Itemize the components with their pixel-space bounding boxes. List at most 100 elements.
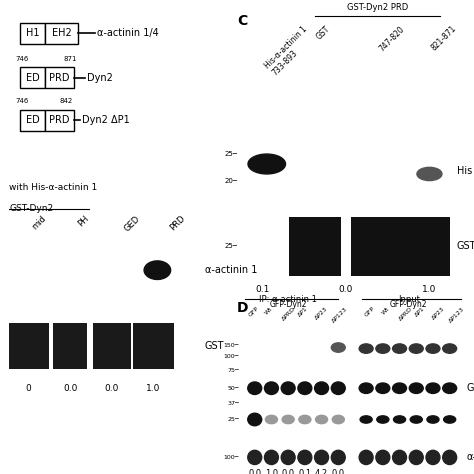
Text: 25─: 25─ (228, 417, 239, 422)
Ellipse shape (248, 450, 262, 465)
Text: ΔPRD: ΔPRD (398, 306, 413, 321)
Text: EH2: EH2 (52, 28, 72, 38)
Ellipse shape (426, 344, 440, 353)
Text: Wt: Wt (264, 306, 273, 315)
Text: 871: 871 (63, 55, 77, 62)
Bar (20, 67, 45, 88)
Ellipse shape (316, 415, 328, 424)
Ellipse shape (376, 383, 390, 393)
Ellipse shape (248, 154, 285, 174)
Text: 0: 0 (26, 384, 31, 393)
Bar (45, 67, 74, 88)
Text: 4.2: 4.2 (315, 470, 328, 474)
Text: GST-Dyn2 PRD: GST-Dyn2 PRD (346, 3, 408, 12)
Text: 746: 746 (15, 98, 29, 104)
Bar (133, 323, 174, 369)
Text: 0.1: 0.1 (298, 470, 311, 474)
Text: ΔP123: ΔP123 (331, 306, 348, 323)
Ellipse shape (443, 450, 456, 465)
Ellipse shape (264, 382, 278, 394)
Ellipse shape (144, 261, 171, 280)
Ellipse shape (359, 450, 373, 465)
Ellipse shape (359, 344, 373, 353)
Text: 0.0: 0.0 (339, 285, 353, 293)
Ellipse shape (444, 416, 456, 423)
Ellipse shape (443, 383, 456, 393)
Ellipse shape (376, 344, 390, 353)
Ellipse shape (332, 415, 344, 424)
Text: α-actinin 1: α-actinin 1 (205, 265, 257, 275)
Text: 746: 746 (15, 55, 29, 62)
Ellipse shape (392, 383, 407, 393)
Ellipse shape (248, 413, 262, 426)
Text: 747-820: 747-820 (377, 24, 406, 53)
Text: mid: mid (30, 214, 48, 232)
Text: 25─: 25─ (225, 151, 237, 157)
Ellipse shape (392, 344, 407, 353)
Ellipse shape (443, 344, 456, 353)
Ellipse shape (299, 415, 311, 424)
Text: ΔP23: ΔP23 (431, 306, 446, 320)
Text: C: C (237, 14, 247, 28)
Ellipse shape (331, 450, 345, 465)
Text: 100─: 100─ (224, 455, 239, 460)
Text: with His-α-actinin 1: with His-α-actinin 1 (9, 182, 98, 191)
Bar (20, 23, 45, 44)
Bar (93, 323, 131, 369)
Ellipse shape (377, 416, 389, 423)
Text: ΔP23: ΔP23 (314, 306, 329, 320)
Ellipse shape (417, 167, 442, 181)
Text: Dyn2: Dyn2 (87, 73, 112, 83)
Ellipse shape (298, 450, 312, 465)
Text: PRD: PRD (49, 73, 70, 83)
Text: 20─: 20─ (225, 178, 237, 183)
Text: 0.1: 0.1 (255, 285, 270, 293)
Bar (403, 217, 456, 276)
Ellipse shape (360, 416, 372, 423)
Text: PH: PH (76, 214, 91, 228)
Ellipse shape (409, 344, 423, 353)
Text: 50─: 50─ (228, 386, 239, 391)
Text: 0.0: 0.0 (248, 470, 261, 474)
Text: PRD: PRD (49, 115, 70, 126)
Text: GST-Dyn2: GST-Dyn2 (9, 204, 54, 212)
Ellipse shape (410, 416, 422, 423)
Text: 1.0: 1.0 (422, 285, 437, 293)
Ellipse shape (315, 450, 328, 465)
Text: ΔP123: ΔP123 (448, 306, 465, 323)
Text: 0.0: 0.0 (332, 470, 345, 474)
Text: α-actinin 1/4: α-actinin 1/4 (97, 28, 159, 38)
Ellipse shape (409, 383, 423, 393)
Text: His: His (456, 165, 472, 176)
Bar (45, 23, 78, 44)
Ellipse shape (281, 382, 295, 394)
Ellipse shape (427, 416, 439, 423)
Bar (53, 323, 87, 369)
Text: GFP: GFP (466, 383, 474, 393)
Text: GST: GST (205, 341, 224, 351)
Text: PRD: PRD (168, 214, 187, 233)
Text: 25─: 25─ (225, 244, 237, 249)
Ellipse shape (393, 416, 406, 423)
Text: ΔPRD: ΔPRD (281, 306, 296, 321)
Ellipse shape (264, 450, 278, 465)
Text: 0.0: 0.0 (105, 384, 119, 393)
Text: GST: GST (456, 241, 474, 252)
Text: 0.0: 0.0 (63, 384, 77, 393)
Bar (20, 110, 45, 131)
Text: 1.0: 1.0 (265, 470, 278, 474)
Text: 37─: 37─ (227, 401, 239, 406)
Text: IP: α-actinin 1: IP: α-actinin 1 (259, 295, 317, 304)
Ellipse shape (359, 383, 373, 393)
Text: GST: GST (315, 24, 332, 41)
Text: Wt: Wt (381, 306, 391, 315)
Bar (289, 217, 341, 276)
Ellipse shape (426, 450, 440, 465)
Text: Dyn2 ΔP1: Dyn2 ΔP1 (82, 115, 130, 126)
Text: 821-871: 821-871 (429, 24, 458, 53)
Text: 100─: 100─ (224, 355, 239, 359)
Text: GFP: GFP (364, 306, 376, 318)
Ellipse shape (392, 450, 407, 465)
Text: ΔP1: ΔP1 (414, 306, 426, 318)
Text: ED: ED (26, 73, 39, 83)
